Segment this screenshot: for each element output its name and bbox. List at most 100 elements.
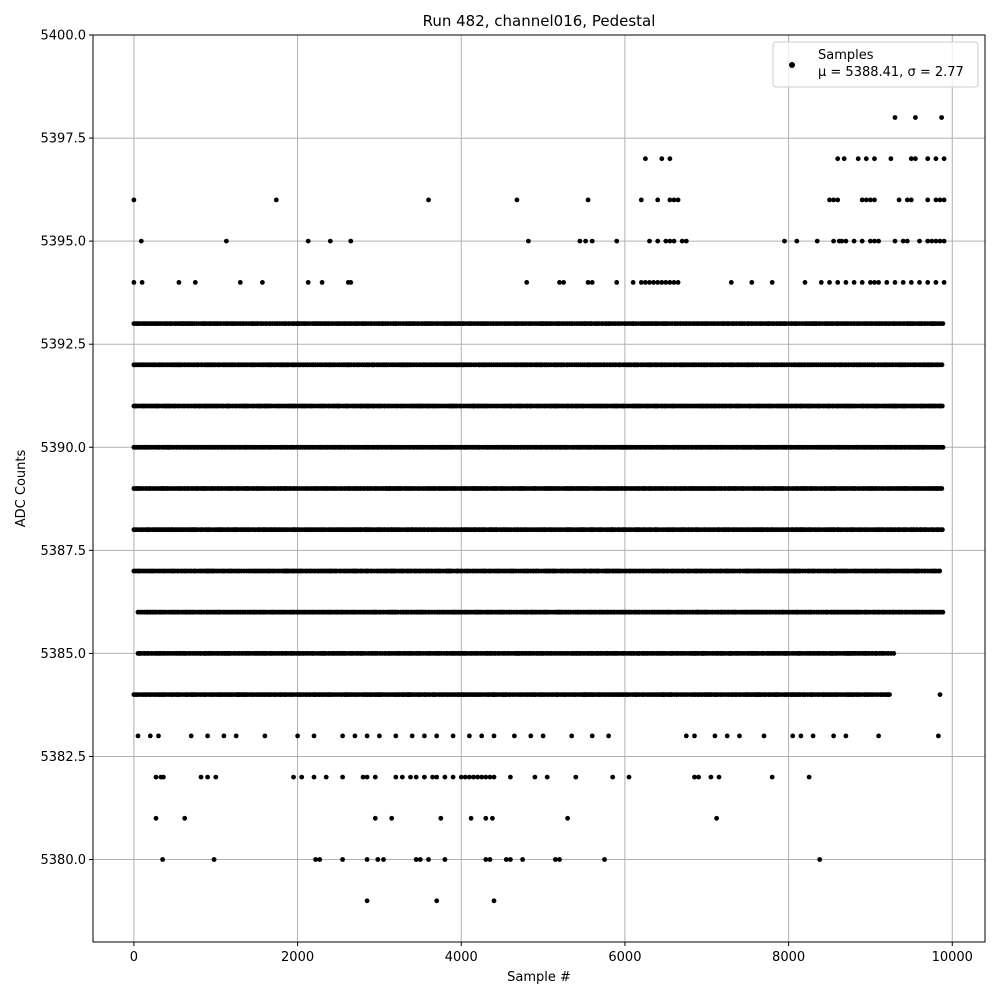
- data-point: [372, 774, 378, 780]
- data-point: [737, 733, 742, 739]
- data-point: [393, 733, 399, 739]
- data-point: [714, 815, 719, 821]
- data-point: [553, 857, 558, 862]
- data-point: [863, 197, 869, 203]
- data-point: [364, 733, 370, 739]
- data-point: [614, 238, 620, 244]
- data-point: [843, 238, 849, 244]
- data-point: [475, 774, 480, 780]
- data-point: [900, 238, 906, 244]
- data-point: [798, 733, 804, 739]
- data-point: [348, 280, 354, 285]
- data-point: [153, 815, 159, 821]
- data-point: [483, 857, 489, 862]
- data-point: [161, 774, 166, 780]
- data-point: [153, 774, 159, 780]
- data-point: [483, 815, 489, 821]
- data-point: [610, 774, 616, 780]
- data-point: [831, 197, 836, 203]
- data-point: [917, 280, 922, 285]
- data-point: [528, 733, 534, 739]
- data-point: [467, 733, 472, 739]
- data-point: [626, 774, 632, 780]
- data-point: [769, 280, 775, 285]
- data-point: [839, 238, 845, 244]
- data-point: [213, 774, 219, 780]
- data-point: [835, 280, 841, 285]
- data-point: [524, 280, 530, 285]
- data-point: [585, 197, 591, 203]
- data-point: [352, 733, 358, 739]
- data-point: [426, 857, 431, 862]
- data-point: [940, 444, 946, 450]
- data-point: [851, 238, 857, 244]
- data-point: [651, 280, 656, 285]
- data-point: [936, 733, 941, 739]
- data-point: [790, 733, 796, 739]
- data-point: [508, 774, 513, 780]
- data-point: [939, 362, 945, 368]
- data-point: [188, 733, 194, 739]
- data-point: [221, 733, 227, 739]
- data-point: [671, 238, 677, 244]
- data-point: [817, 857, 823, 862]
- data-point: [940, 609, 946, 615]
- data-point: [491, 774, 497, 780]
- data-point: [940, 527, 945, 533]
- data-point: [434, 898, 440, 904]
- data-point: [884, 280, 890, 285]
- data-point: [520, 857, 525, 862]
- data-point: [868, 197, 873, 203]
- data-point: [544, 774, 550, 780]
- data-point: [638, 197, 644, 203]
- data-point: [442, 857, 448, 862]
- data-point: [313, 857, 318, 862]
- data-point: [434, 774, 440, 780]
- data-point: [696, 774, 701, 780]
- data-point: [393, 774, 399, 780]
- data-point: [131, 280, 137, 285]
- data-point: [381, 857, 386, 862]
- data-point: [583, 238, 588, 244]
- data-point: [508, 857, 513, 862]
- data-point: [647, 238, 652, 244]
- data-point: [892, 280, 898, 285]
- data-point: [671, 197, 677, 203]
- data-point: [827, 280, 832, 285]
- data-point: [291, 774, 296, 780]
- data-point: [810, 733, 816, 739]
- data-point: [317, 857, 323, 862]
- data-point: [900, 280, 906, 285]
- data-point: [859, 197, 865, 203]
- data-point: [937, 238, 943, 244]
- data-point: [859, 238, 865, 244]
- data-point: [630, 280, 636, 285]
- data-point: [305, 238, 311, 244]
- data-point: [364, 774, 370, 780]
- data-point: [389, 815, 395, 821]
- data-point: [237, 280, 243, 285]
- data-point: [340, 733, 345, 739]
- data-point: [490, 815, 495, 821]
- data-point: [319, 280, 325, 285]
- data-point: [887, 692, 892, 697]
- data-point: [876, 733, 881, 739]
- data-point: [417, 857, 423, 862]
- data-point: [471, 774, 476, 780]
- data-point: [708, 774, 714, 780]
- data-point: [769, 774, 775, 780]
- data-point: [138, 238, 144, 244]
- data-point: [399, 774, 405, 780]
- data-points: [131, 115, 947, 904]
- data-point: [655, 280, 661, 285]
- data-point: [655, 238, 661, 244]
- data-point: [904, 238, 910, 244]
- data-point: [468, 815, 474, 821]
- data-point: [131, 197, 137, 203]
- data-point: [606, 733, 611, 739]
- data-point: [929, 238, 935, 244]
- data-point: [675, 280, 681, 285]
- data-point: [794, 238, 800, 244]
